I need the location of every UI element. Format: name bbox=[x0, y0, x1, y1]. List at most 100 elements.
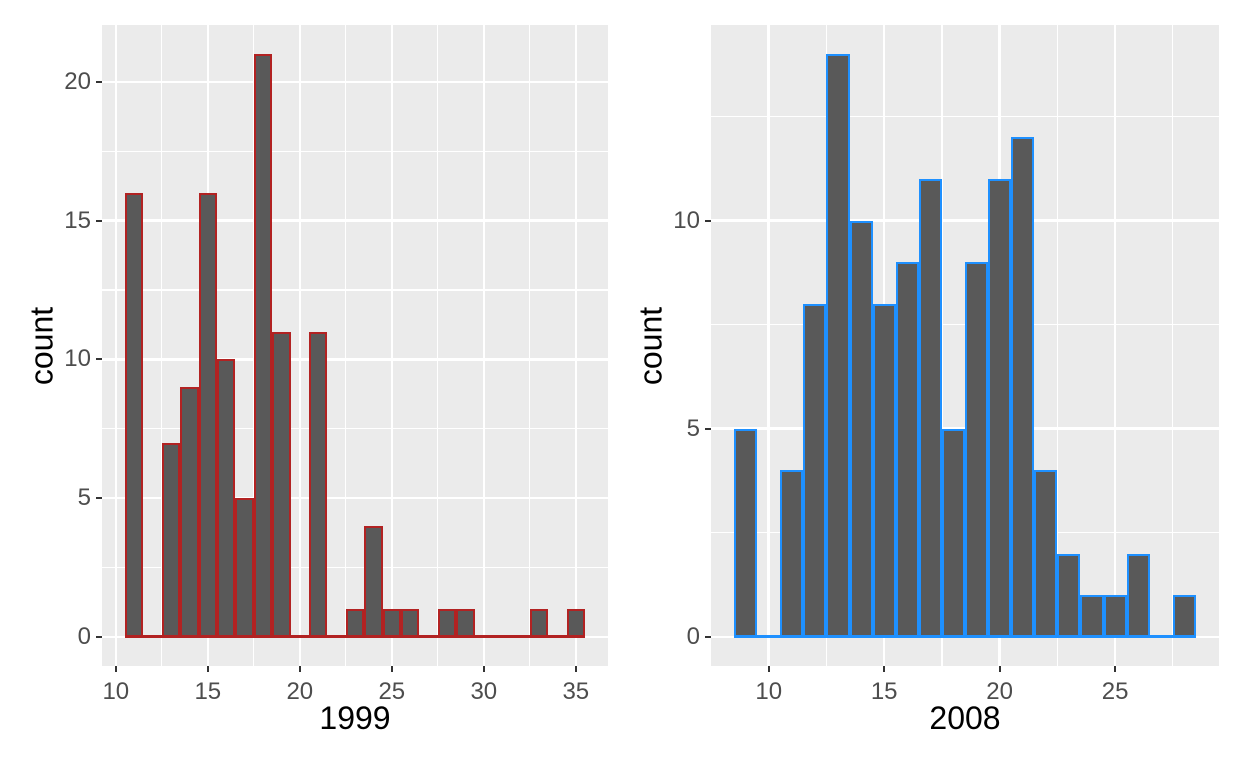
gridline-major-x bbox=[390, 25, 394, 666]
histogram-bar bbox=[941, 428, 965, 637]
x-axis-title-2008: 2008 bbox=[929, 700, 1001, 736]
y-tick-mark bbox=[96, 358, 102, 361]
y-tick-mark bbox=[96, 635, 102, 638]
gridline-minor-y bbox=[102, 150, 608, 152]
histogram-bar bbox=[872, 303, 896, 637]
x-axis-title-1999: 1999 bbox=[319, 700, 391, 736]
gridline-major-x bbox=[1113, 25, 1117, 666]
histogram-bar bbox=[272, 331, 291, 637]
histogram-bar bbox=[309, 331, 328, 637]
histogram-bar bbox=[364, 525, 383, 637]
x-tick-mark bbox=[574, 666, 577, 672]
x-tick-mark bbox=[298, 666, 301, 672]
y-tick-label: 15 bbox=[64, 206, 91, 234]
x-tick-mark bbox=[206, 666, 209, 672]
y-tick-label: 10 bbox=[673, 206, 700, 234]
histogram-baseline bbox=[125, 635, 585, 639]
y-tick-label: 0 bbox=[77, 622, 91, 650]
gridline-minor-x bbox=[825, 25, 828, 666]
gridline-minor-y bbox=[102, 428, 608, 430]
histogram-bar bbox=[566, 609, 585, 637]
y-tick-label: 5 bbox=[77, 484, 91, 512]
histogram-bar bbox=[895, 262, 919, 637]
gridline-major-x bbox=[298, 25, 302, 666]
gridline-minor-x bbox=[941, 25, 943, 666]
gridline-major-y bbox=[102, 80, 608, 84]
histogram-bar bbox=[125, 192, 144, 637]
histogram-bar bbox=[456, 609, 475, 637]
y-tick-mark bbox=[705, 219, 711, 222]
histogram-bar bbox=[253, 54, 273, 637]
x-tick-label: 20 bbox=[986, 678, 1013, 705]
y-tick-label: 20 bbox=[64, 67, 91, 95]
histogram-bar bbox=[1057, 553, 1081, 637]
histogram-bar bbox=[826, 54, 850, 637]
gridline-minor-y bbox=[711, 115, 1219, 118]
gridline-minor-x bbox=[253, 25, 255, 666]
x-tick-mark bbox=[998, 666, 1001, 672]
panel-1999 bbox=[102, 25, 608, 666]
gridline-minor-x bbox=[345, 25, 347, 666]
gridline-major-x bbox=[482, 25, 486, 666]
gridline-minor-x bbox=[1172, 25, 1174, 666]
gridline-minor-x bbox=[1056, 25, 1058, 666]
x-tick-mark bbox=[482, 666, 485, 672]
histogram-bar bbox=[1126, 553, 1150, 637]
x-tick-mark bbox=[114, 666, 117, 672]
histogram-bar bbox=[1172, 595, 1196, 637]
y-axis-title-label: count bbox=[632, 306, 669, 386]
gridline-major-y bbox=[102, 219, 608, 222]
y-tick-mark bbox=[96, 80, 102, 83]
gridline-minor-x bbox=[437, 25, 439, 666]
histogram-bar bbox=[1080, 595, 1104, 637]
histogram-bar bbox=[345, 609, 365, 637]
y-tick-mark bbox=[705, 427, 711, 430]
x-tick-label: 25 bbox=[378, 678, 406, 705]
histogram-bar bbox=[734, 428, 758, 637]
histogram-bar bbox=[849, 220, 873, 637]
histogram-bar bbox=[161, 442, 181, 637]
x-tick-label: 20 bbox=[286, 678, 314, 705]
histogram-bar bbox=[217, 359, 236, 637]
histogram-bar bbox=[401, 609, 420, 637]
histogram-baseline bbox=[734, 635, 1196, 639]
histogram-bar bbox=[965, 262, 989, 637]
histogram-bar bbox=[529, 609, 549, 637]
gridline-major-y bbox=[711, 219, 1219, 222]
x-tick-label: 15 bbox=[870, 678, 898, 705]
x-tick-mark bbox=[1114, 666, 1117, 672]
x-tick-mark bbox=[390, 666, 393, 672]
histogram-bar bbox=[180, 387, 199, 637]
gridline-minor-x bbox=[161, 25, 163, 666]
y-tick-mark bbox=[96, 497, 102, 500]
x-tick-label: 10 bbox=[755, 678, 783, 705]
histogram-bar bbox=[780, 470, 804, 637]
gridline-major-x bbox=[114, 25, 118, 666]
x-tick-label: 30 bbox=[470, 678, 498, 705]
y-tick-mark bbox=[96, 219, 102, 222]
histogram-bar bbox=[1103, 595, 1127, 637]
x-tick-label: 25 bbox=[1101, 678, 1129, 705]
x-tick-label: 15 bbox=[194, 678, 222, 705]
histogram-bar bbox=[235, 498, 254, 637]
histogram-bar bbox=[198, 192, 217, 637]
gridline-major-y bbox=[102, 358, 608, 361]
gridline-major-x bbox=[767, 25, 770, 666]
x-tick-label: 10 bbox=[102, 678, 130, 705]
gridline-major-x bbox=[574, 25, 578, 666]
histogram-bar bbox=[437, 609, 457, 637]
y-tick-label: 0 bbox=[686, 622, 700, 650]
panel-2008 bbox=[711, 25, 1219, 666]
x-tick-mark bbox=[883, 666, 886, 672]
y-tick-label: 10 bbox=[64, 345, 91, 373]
x-tick-label: 35 bbox=[562, 678, 590, 705]
histogram-bar bbox=[988, 179, 1012, 637]
histogram-bar bbox=[1034, 470, 1058, 637]
histogram-bar bbox=[803, 303, 827, 637]
y-tick-mark bbox=[705, 635, 711, 638]
histogram-bar bbox=[918, 179, 942, 637]
histogram-bar bbox=[1011, 137, 1035, 637]
histogram-bar bbox=[382, 609, 401, 637]
gridline-major-y bbox=[102, 496, 608, 500]
